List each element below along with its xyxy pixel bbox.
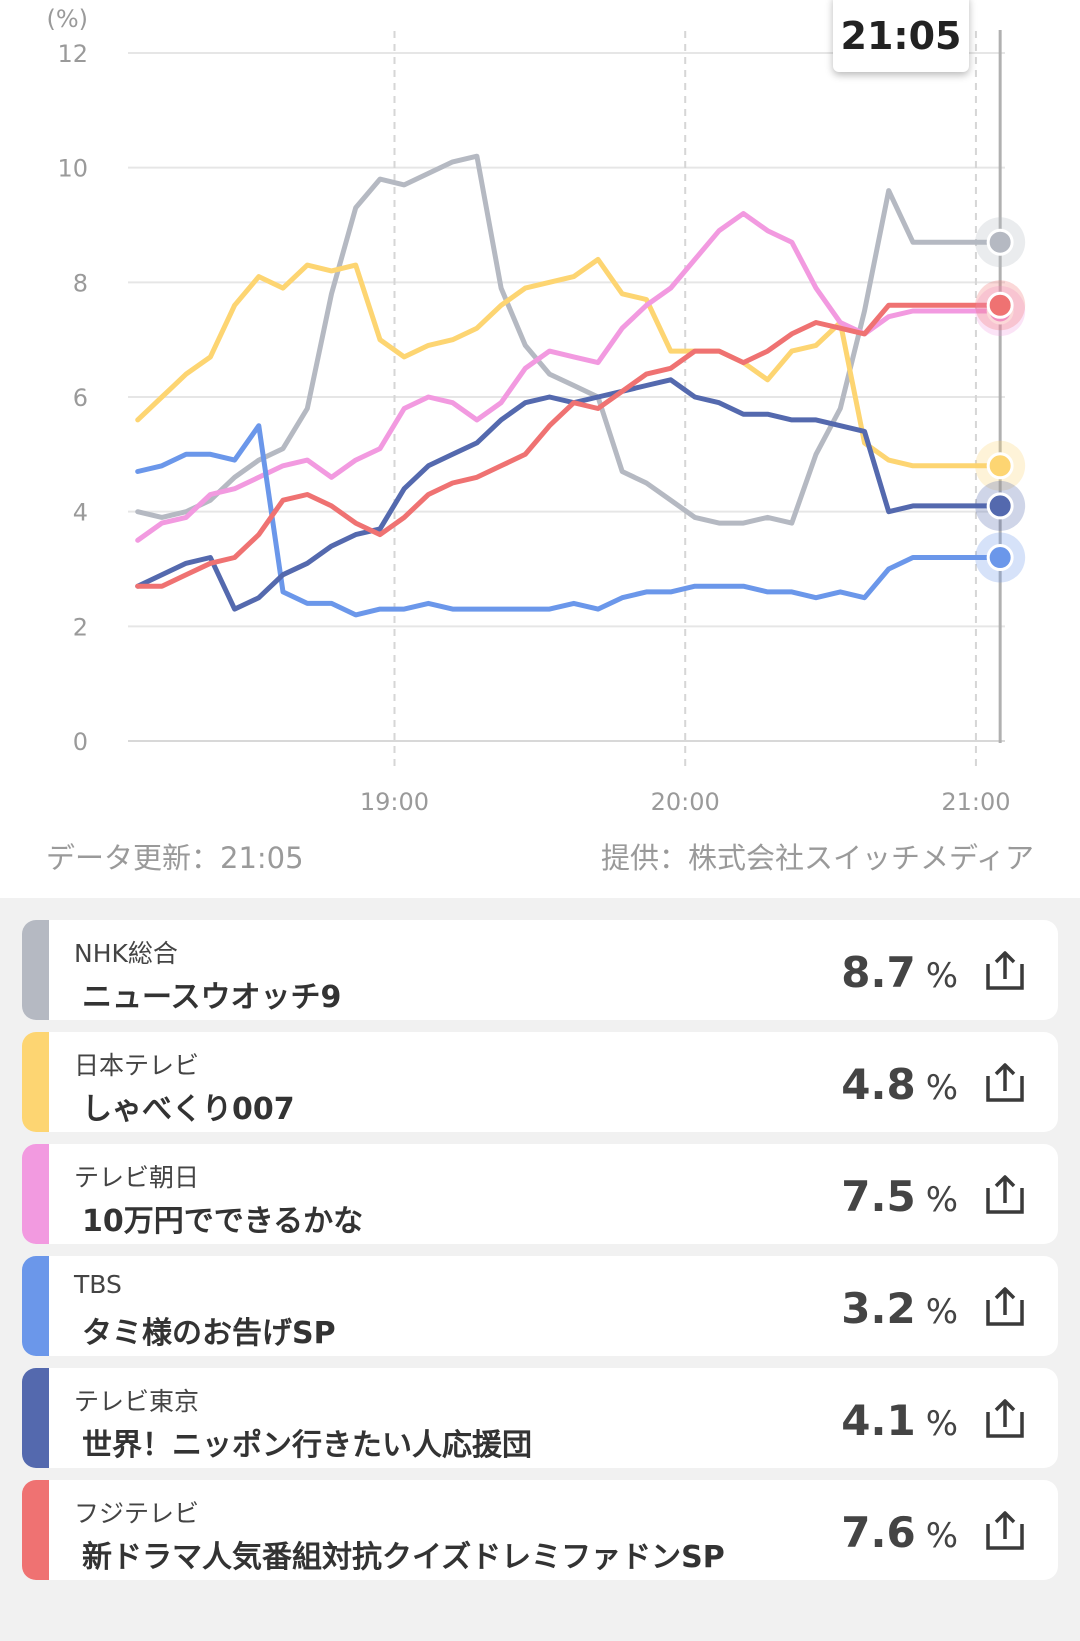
series-line (135, 153, 1003, 526)
share-icon[interactable] (982, 1396, 1028, 1442)
series-end-marker (986, 228, 1014, 256)
rating-number: 8.7 (841, 948, 916, 997)
rating-value: 3.2% (841, 1284, 958, 1333)
station-name: テレビ東京 (74, 1387, 200, 1416)
series-line (135, 302, 1003, 589)
rating-unit: % (925, 1180, 958, 1220)
rating-number: 7.6 (841, 1508, 916, 1557)
y-tick-label: 6 (73, 384, 88, 412)
rating-value: 7.6% (841, 1508, 958, 1557)
series-line (135, 256, 1003, 469)
channel-color-bar (22, 1032, 49, 1132)
rating-unit: % (925, 1292, 958, 1332)
share-icon[interactable] (982, 948, 1028, 994)
channel-color-bar (22, 1144, 49, 1244)
rating-number: 3.2 (841, 1284, 916, 1333)
program-title: 世界！ニッポン行きたい人応援団 (82, 1428, 532, 1463)
rating-unit: % (925, 1516, 958, 1556)
station-name: TBS (74, 1270, 122, 1299)
series-end-marker (986, 492, 1014, 520)
program-title: 10万円でできるかな (82, 1204, 364, 1239)
channel-color-bar (22, 1256, 49, 1356)
station-name: テレビ朝日 (74, 1163, 200, 1192)
channel-color-bar (22, 1480, 49, 1580)
rating-number: 4.8 (841, 1060, 916, 1109)
rating-value: 8.7% (841, 948, 958, 997)
y-tick-label: 10 (57, 155, 88, 183)
y-tick-label: 12 (57, 40, 88, 68)
channel-color-bar (22, 920, 49, 1020)
series-end-marker (986, 291, 1014, 319)
channel-card[interactable]: NHK総合 ニュースウオッチ9 8.7% (22, 920, 1058, 1020)
channel-card[interactable]: 日本テレビ しゃべくり007 4.8% (22, 1032, 1058, 1132)
rating-number: 4.1 (841, 1396, 916, 1445)
rating-line-chart[interactable]: 0 2 4 6 8 10 12 (%) 19:00 20:00 21:00 (0, 0, 1080, 898)
rating-value: 7.5% (841, 1172, 958, 1221)
rating-value: 4.1% (841, 1396, 958, 1445)
share-icon[interactable] (982, 1172, 1028, 1218)
share-icon[interactable] (982, 1508, 1028, 1554)
series-end-marker (986, 544, 1014, 572)
time-tooltip: 21:05 (833, 0, 969, 72)
program-title: ニュースウオッチ9 (82, 980, 342, 1015)
rating-number: 7.5 (841, 1172, 916, 1221)
rating-value: 4.8% (841, 1060, 958, 1109)
station-name: フジテレビ (74, 1499, 200, 1528)
channel-card[interactable]: テレビ東京 世界！ニッポン行きたい人応援団 4.1% (22, 1368, 1058, 1468)
channel-card[interactable]: TBS タミ様のお告げSP 3.2% (22, 1256, 1058, 1356)
data-updated-label: データ更新：21:05 (46, 841, 304, 875)
data-provider-label: 提供：株式会社スイッチメディア (601, 841, 1034, 875)
series-line (135, 423, 1003, 618)
series-line (135, 377, 1003, 612)
rating-unit: % (925, 956, 958, 996)
x-tick-label: 21:00 (941, 788, 1010, 816)
y-tick-label: 2 (73, 613, 88, 641)
channel-list: NHK総合 ニュースウオッチ9 8.7% 日本テレビ しゃべくり007 4.8%… (22, 920, 1058, 1592)
rating-unit: % (925, 1404, 958, 1444)
series-line (135, 211, 1003, 543)
rating-unit: % (925, 1068, 958, 1108)
program-title: しゃべくり007 (82, 1092, 295, 1127)
series-end-marker (986, 452, 1014, 480)
y-tick-label: 4 (73, 499, 88, 527)
x-tick-label: 19:00 (360, 788, 429, 816)
y-axis-unit: (%) (46, 5, 88, 33)
program-title: 新ドラマ人気番組対抗クイズドレミファドンSP (82, 1540, 725, 1575)
share-icon[interactable] (982, 1284, 1028, 1330)
x-tick-label: 20:00 (651, 788, 720, 816)
station-name: NHK総合 (74, 939, 178, 968)
program-title: タミ様のお告げSP (82, 1316, 336, 1351)
station-name: 日本テレビ (74, 1051, 200, 1080)
channel-card[interactable]: テレビ朝日 10万円でできるかな 7.5% (22, 1144, 1058, 1244)
channel-card[interactable]: フジテレビ 新ドラマ人気番組対抗クイズドレミファドンSP 7.6% (22, 1480, 1058, 1580)
channel-color-bar (22, 1368, 49, 1468)
y-tick-label: 8 (73, 269, 88, 297)
chart-area: 0 2 4 6 8 10 12 (%) 19:00 20:00 21:00 21:05 データ更新：… (0, 0, 1080, 898)
share-icon[interactable] (982, 1060, 1028, 1106)
y-tick-label: 0 (73, 728, 88, 756)
